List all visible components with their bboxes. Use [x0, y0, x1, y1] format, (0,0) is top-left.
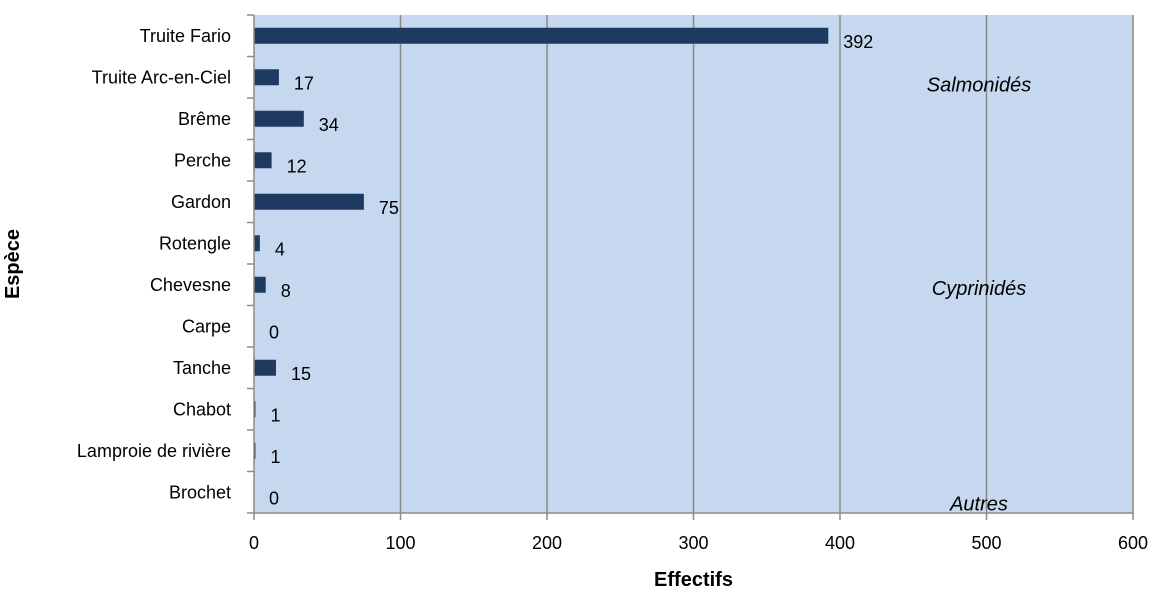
- y-category-label: Chabot: [173, 399, 231, 419]
- x-tick-label: 100: [385, 533, 415, 553]
- bar: [254, 276, 266, 293]
- data-label: 17: [294, 73, 314, 93]
- y-category-label: Carpe: [182, 316, 231, 336]
- x-axis-title: Effectifs: [654, 569, 733, 591]
- bar: [254, 359, 276, 376]
- y-category-label: Brême: [178, 109, 231, 129]
- y-axis-title: Espèce: [2, 229, 24, 299]
- y-category-label: Rotengle: [159, 233, 231, 253]
- x-tick-label: 400: [825, 533, 855, 553]
- data-label: 12: [287, 156, 307, 176]
- bar: [254, 152, 272, 169]
- data-label: 0: [269, 488, 279, 508]
- x-tick-label: 500: [971, 533, 1001, 553]
- data-label: 1: [270, 447, 280, 467]
- data-label: 34: [319, 115, 339, 135]
- y-category-label: Lamproie de rivière: [77, 441, 231, 461]
- y-category-label: Perche: [174, 150, 231, 170]
- group-annotations: Salmonidés Cyprinidés Autres: [927, 74, 1032, 515]
- x-tick-label: 200: [532, 533, 562, 553]
- group-annotation: Salmonidés: [927, 74, 1032, 96]
- y-category-label: Brochet: [169, 482, 231, 502]
- group-annotation: Cyprinidés: [932, 278, 1026, 300]
- x-tick-label: 300: [678, 533, 708, 553]
- x-tick-label: 0: [249, 533, 259, 553]
- data-label: 4: [275, 239, 285, 259]
- data-label: 0: [269, 322, 279, 342]
- data-label: 15: [291, 364, 311, 384]
- bar: [254, 69, 279, 86]
- group-annotation: Autres: [949, 493, 1008, 515]
- bars: [254, 27, 829, 459]
- bar: [254, 27, 829, 44]
- data-label: 392: [843, 32, 873, 52]
- data-label: 8: [281, 281, 291, 301]
- y-category-label: Chevesne: [150, 275, 231, 295]
- data-label: 1: [270, 405, 280, 425]
- grid-lines: [399, 15, 1134, 513]
- y-category-label: Truite Arc-en-Ciel: [92, 67, 231, 87]
- bar: [254, 193, 364, 210]
- bar: [254, 235, 260, 252]
- y-category-label: Tanche: [173, 358, 231, 378]
- y-category-label: Truite Fario: [140, 26, 231, 46]
- x-tick-label: 600: [1118, 533, 1148, 553]
- y-category-label: Gardon: [171, 192, 231, 212]
- data-label: 75: [379, 198, 399, 218]
- bar: [254, 110, 304, 127]
- axes: [247, 14, 1134, 520]
